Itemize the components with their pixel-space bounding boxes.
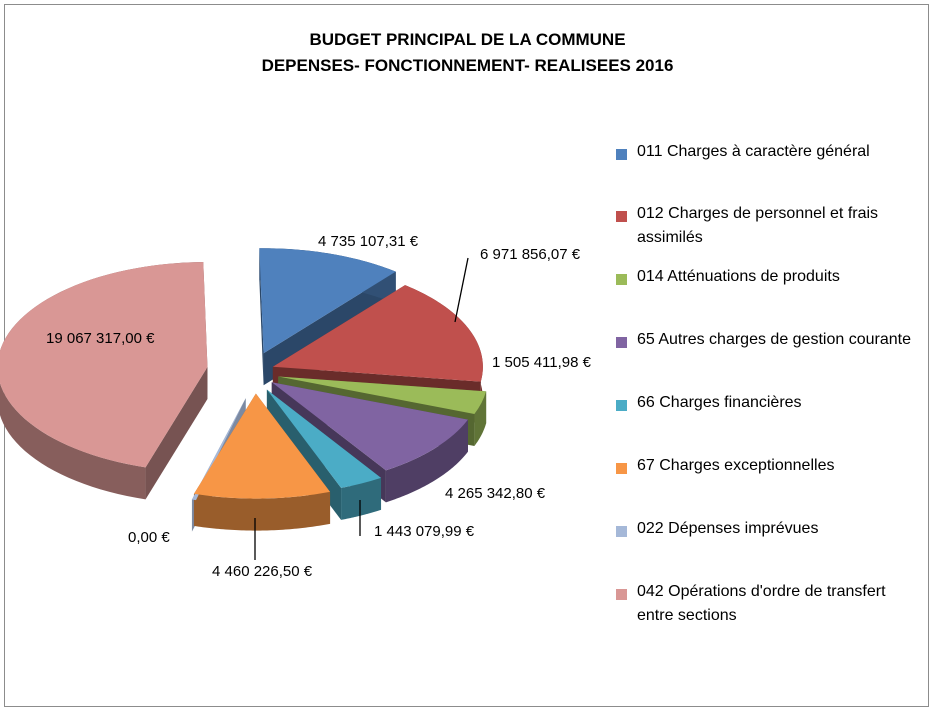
pie-slice-3 <box>271 382 468 471</box>
legend-label-2: 014 Atténuations de produits <box>637 268 840 285</box>
legend-label-3: 65 Autres charges de gestion courante <box>637 331 911 348</box>
legend-swatch-2 <box>616 274 627 285</box>
legend-swatch-4 <box>616 400 627 411</box>
data-label-1: 6 971 856,07 € <box>480 246 581 263</box>
pie-slice-2 <box>278 376 487 414</box>
data-label-0: 4 735 107,31 € <box>318 233 419 250</box>
data-label-3: 4 265 342,80 € <box>445 485 546 502</box>
pie-slice-6 <box>191 398 246 501</box>
data-label-7: 19 067 317,00 € <box>46 330 155 347</box>
legend-label-6: 022 Dépenses imprévues <box>637 520 819 537</box>
data-label-5: 4 460 226,50 € <box>212 563 313 580</box>
pie-data-labels: 4 735 107,31 € 6 971 856,07 € 1 505 411,98… <box>46 233 592 580</box>
pie-slice-1 <box>272 285 483 382</box>
data-label-leader-1 <box>454 257 469 323</box>
legend-label-1: 012 Charges de personnel et frais assimi… <box>637 205 879 246</box>
chart-title-line-2: DEPENSES- FONCTIONNEMENT- REALISEES 2016 <box>261 56 674 75</box>
chart-title-line-1: BUDGET PRINCIPAL DE LA COMMUNE <box>309 30 626 49</box>
legend-label-7: 042 Opérations d'ordre de transfert entr… <box>637 583 886 624</box>
pie-slice-5 <box>193 393 331 499</box>
legend-label-5: 67 Charges exceptionnelles <box>637 457 835 474</box>
pie-slice-wall-2 <box>474 391 487 446</box>
data-label-4: 1 443 079,99 € <box>374 523 475 540</box>
legend-swatch-7 <box>616 589 627 600</box>
legend-swatch-3 <box>616 337 627 348</box>
legend-swatch-5 <box>616 463 627 474</box>
pie-slice-face-0-0 <box>259 248 264 386</box>
legend-label-4: 66 Charges financières <box>637 394 802 411</box>
pie-slice-wall-5 <box>193 491 331 531</box>
pie-slice-wall-4 <box>341 477 382 520</box>
legend-label-0: 011 Charges à caractère général <box>637 143 870 160</box>
legend-swatch-6 <box>616 526 627 537</box>
data-label-2: 1 505 411,98 € <box>492 354 592 371</box>
legend-swatch-1 <box>616 211 627 222</box>
pie-slice-tops <box>0 248 487 501</box>
pie-slice-0 <box>259 248 396 354</box>
legend-swatch-0 <box>616 149 627 160</box>
pie-slice-face-7-0 <box>145 366 208 500</box>
data-label-6: 0,00 € <box>128 529 170 546</box>
pie-slice-wall-3 <box>385 419 468 503</box>
pie-slice-7 <box>0 262 208 468</box>
pie-slice-4 <box>266 389 382 488</box>
